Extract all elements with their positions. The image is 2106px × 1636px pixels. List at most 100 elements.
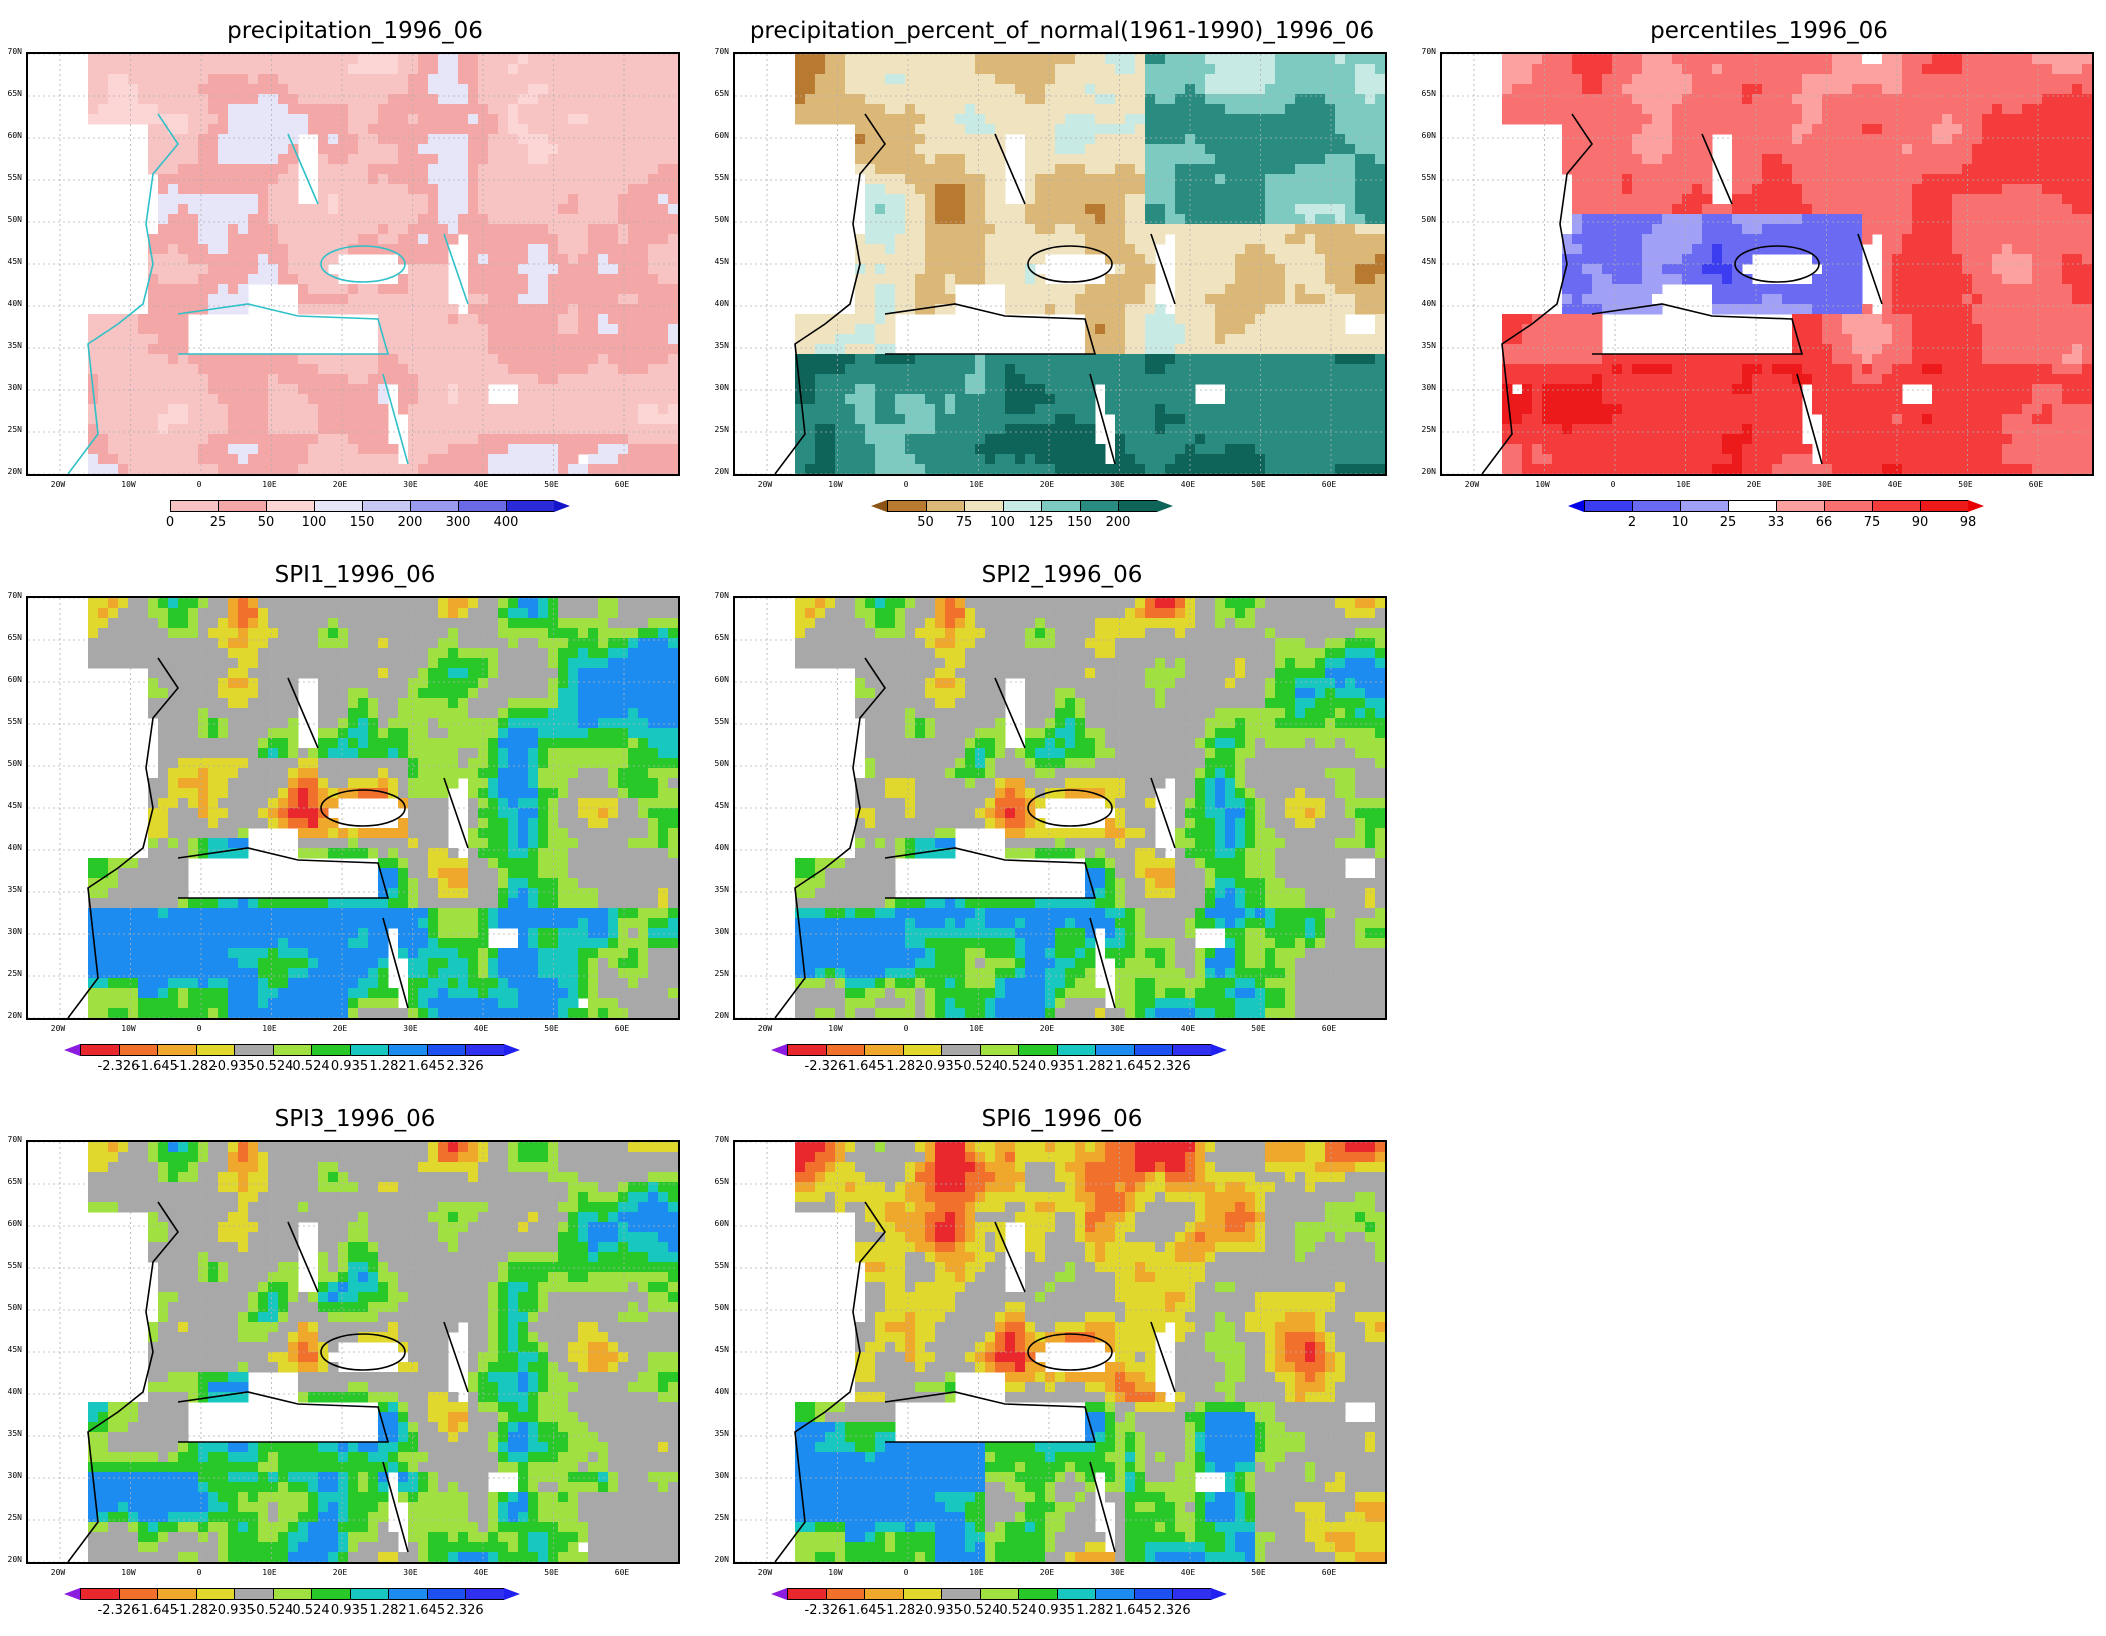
colorbar-segment bbox=[1134, 1588, 1173, 1600]
colorbar-label: 0.935 bbox=[331, 1059, 368, 1074]
lon-label: 60E bbox=[1314, 1024, 1344, 1033]
colorbar-label: 125 bbox=[1029, 515, 1054, 530]
lat-label: 20N bbox=[0, 1011, 22, 1020]
colorbar-segment bbox=[362, 500, 410, 512]
lat-label: 45N bbox=[707, 257, 729, 266]
lon-label: 20W bbox=[43, 1568, 73, 1577]
colorbar-label: 50 bbox=[258, 515, 275, 530]
lon-label: 10E bbox=[255, 1568, 285, 1577]
lon-label: 60E bbox=[1314, 1568, 1344, 1577]
colorbar-segment bbox=[903, 1588, 942, 1600]
lat-label: 45N bbox=[1414, 257, 1436, 266]
lon-label: 10E bbox=[255, 1024, 285, 1033]
lon-label: 0 bbox=[891, 1568, 921, 1577]
lat-label: 50N bbox=[0, 215, 22, 224]
lat-label: 50N bbox=[0, 1303, 22, 1312]
lat-label: 40N bbox=[0, 299, 22, 308]
lat-label: 55N bbox=[0, 173, 22, 182]
lon-label: 0 bbox=[891, 1024, 921, 1033]
lat-label: 60N bbox=[707, 1219, 729, 1228]
colorbar-segment bbox=[826, 1044, 865, 1056]
colorbar-label: 2.326 bbox=[446, 1059, 483, 1074]
lon-label: 40E bbox=[466, 1568, 496, 1577]
lon-label: 20W bbox=[750, 1024, 780, 1033]
lon-label: 20E bbox=[1032, 1024, 1062, 1033]
colorbar bbox=[787, 1588, 1211, 1600]
colorbar-segment bbox=[887, 500, 926, 512]
lat-label: 20N bbox=[707, 1011, 729, 1020]
lat-label: 70N bbox=[0, 591, 22, 600]
colorbar-left-arrow bbox=[64, 1044, 80, 1056]
lon-label: 40E bbox=[1880, 480, 1910, 489]
colorbar-segment bbox=[1632, 500, 1680, 512]
colorbar-segment bbox=[196, 1588, 235, 1600]
colorbar-label: 98 bbox=[1960, 515, 1977, 530]
lat-label: 55N bbox=[0, 1261, 22, 1270]
lat-label: 50N bbox=[707, 215, 729, 224]
map-area bbox=[733, 52, 1387, 476]
colorbar-label: -0.524 bbox=[252, 1603, 294, 1618]
lat-label: 55N bbox=[707, 173, 729, 182]
colorbar-label: 33 bbox=[1768, 515, 1785, 530]
colorbar-label: 0.935 bbox=[1038, 1059, 1075, 1074]
lat-label: 20N bbox=[0, 1555, 22, 1564]
colorbar-segment bbox=[1824, 500, 1872, 512]
colorbar-label: -2.326 bbox=[805, 1059, 847, 1074]
colorbar-label: 2.326 bbox=[1153, 1603, 1190, 1618]
lat-label: 20N bbox=[0, 467, 22, 476]
lon-label: 10W bbox=[821, 1568, 851, 1577]
colorbar-label: 0.935 bbox=[331, 1603, 368, 1618]
colorbar-label: 1.282 bbox=[369, 1603, 406, 1618]
lon-label: 10W bbox=[1528, 480, 1558, 489]
lat-label: 40N bbox=[707, 299, 729, 308]
colorbar-segment bbox=[350, 1044, 389, 1056]
lon-label: 40E bbox=[1173, 480, 1203, 489]
lat-label: 45N bbox=[0, 801, 22, 810]
colorbar-segment bbox=[170, 500, 218, 512]
lat-label: 35N bbox=[707, 885, 729, 894]
colorbar-segment bbox=[273, 1044, 312, 1056]
colorbar-label: -0.935 bbox=[920, 1059, 962, 1074]
colorbar-label: 90 bbox=[1912, 515, 1929, 530]
colorbar-label: 2 bbox=[1628, 515, 1636, 530]
lon-label: 20E bbox=[325, 480, 355, 489]
map-panel-p2: precipitation_percent_of_normal(1961-199… bbox=[707, 18, 1413, 548]
lat-label: 50N bbox=[707, 1303, 729, 1312]
lon-label: 40E bbox=[466, 1024, 496, 1033]
lat-label: 40N bbox=[0, 1387, 22, 1396]
colorbar-segment bbox=[410, 500, 458, 512]
lon-label: 40E bbox=[1173, 1024, 1203, 1033]
colorbar-segment bbox=[1080, 500, 1119, 512]
colorbar-label: -0.935 bbox=[213, 1603, 255, 1618]
map-area bbox=[733, 1140, 1387, 1564]
lat-label: 30N bbox=[707, 927, 729, 936]
colorbar-segment bbox=[234, 1588, 273, 1600]
colorbar-label: 200 bbox=[1106, 515, 1131, 530]
lat-label: 40N bbox=[707, 843, 729, 852]
map-area bbox=[26, 1140, 680, 1564]
colorbar-segment bbox=[1057, 1588, 1096, 1600]
colorbar-segment bbox=[826, 1588, 865, 1600]
lat-label: 25N bbox=[707, 969, 729, 978]
lat-label: 30N bbox=[0, 927, 22, 936]
lon-label: 60E bbox=[607, 480, 637, 489]
colorbar-left-arrow bbox=[154, 500, 170, 512]
colorbar-label: -2.326 bbox=[98, 1603, 140, 1618]
colorbar-segment bbox=[157, 1044, 196, 1056]
colorbar-label: 1.645 bbox=[1115, 1059, 1152, 1074]
lat-label: 55N bbox=[0, 717, 22, 726]
lon-label: 0 bbox=[184, 1024, 214, 1033]
colorbar-segment bbox=[80, 1044, 119, 1056]
lat-label: 60N bbox=[0, 675, 22, 684]
lon-label: 0 bbox=[1598, 480, 1628, 489]
lon-label: 30E bbox=[396, 1024, 426, 1033]
lat-label: 25N bbox=[1414, 425, 1436, 434]
panel-title: SPI2_1996_06 bbox=[707, 562, 1417, 588]
colorbar-segment bbox=[1680, 500, 1728, 512]
lon-label: 20E bbox=[1739, 480, 1769, 489]
lon-label: 10W bbox=[821, 480, 851, 489]
lat-label: 60N bbox=[1414, 131, 1436, 140]
colorbar-label: 2.326 bbox=[1153, 1059, 1190, 1074]
